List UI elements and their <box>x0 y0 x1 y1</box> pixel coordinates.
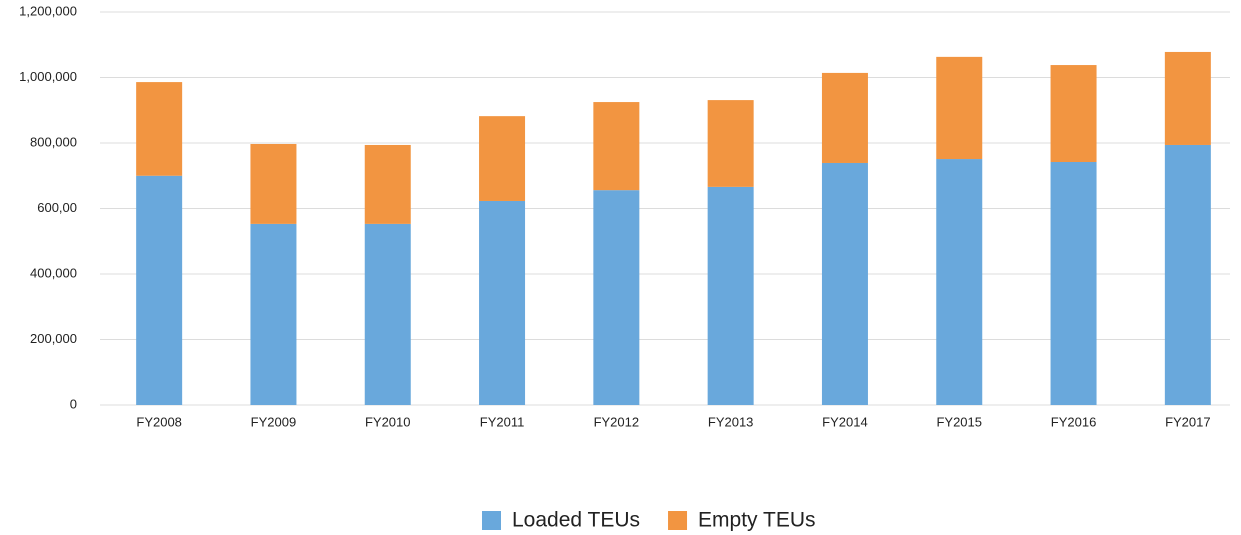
x-tick-label: FY2016 <box>1051 414 1097 429</box>
bar-segment <box>707 100 754 187</box>
y-tick-label: 1,200,000 <box>19 3 77 18</box>
bar-segment <box>250 143 297 224</box>
bar-segment <box>936 56 983 160</box>
bar-segment <box>1050 161 1097 405</box>
y-tick-label: 1,000,000 <box>19 69 77 84</box>
legend-swatch <box>482 511 501 530</box>
x-tick-label: FY2008 <box>136 414 182 429</box>
legend-label: Empty TEUs <box>698 509 815 532</box>
bar-segment <box>479 116 526 201</box>
legend-label: Loaded TEUs <box>512 509 640 532</box>
y-tick-label: 400,000 <box>30 265 77 280</box>
x-tick-label: FY2015 <box>936 414 982 429</box>
bar-segment <box>821 162 868 405</box>
x-tick-label: FY2009 <box>251 414 297 429</box>
x-tick-label: FY2010 <box>365 414 411 429</box>
bar-segment <box>1050 65 1097 162</box>
y-tick-label: 200,000 <box>30 331 77 346</box>
bar-segment <box>250 223 297 405</box>
bar-segment <box>136 82 183 176</box>
bar-segment <box>1164 144 1211 405</box>
bar-segment <box>1164 51 1211 145</box>
bar-segment <box>821 72 868 163</box>
y-tick-label: 0 <box>70 396 77 411</box>
bar-segment <box>364 144 411 224</box>
bar-segment <box>593 102 640 191</box>
legend-swatch <box>668 511 688 530</box>
x-tick-label: FY2013 <box>708 414 754 429</box>
bar-segment <box>364 223 411 405</box>
bar-segment <box>707 186 754 405</box>
x-tick-label: FY2017 <box>1165 414 1211 429</box>
y-tick-label: 800,000 <box>30 134 77 149</box>
x-tick-label: FY2014 <box>822 414 868 429</box>
bar-segment <box>936 159 983 405</box>
y-tick-label: 600,00 <box>37 200 77 215</box>
x-tick-label: FY2011 <box>480 414 525 429</box>
bar-segment <box>136 175 183 405</box>
bar-segment <box>479 200 526 405</box>
bar-segment <box>593 190 640 405</box>
x-tick-label: FY2012 <box>594 414 640 429</box>
